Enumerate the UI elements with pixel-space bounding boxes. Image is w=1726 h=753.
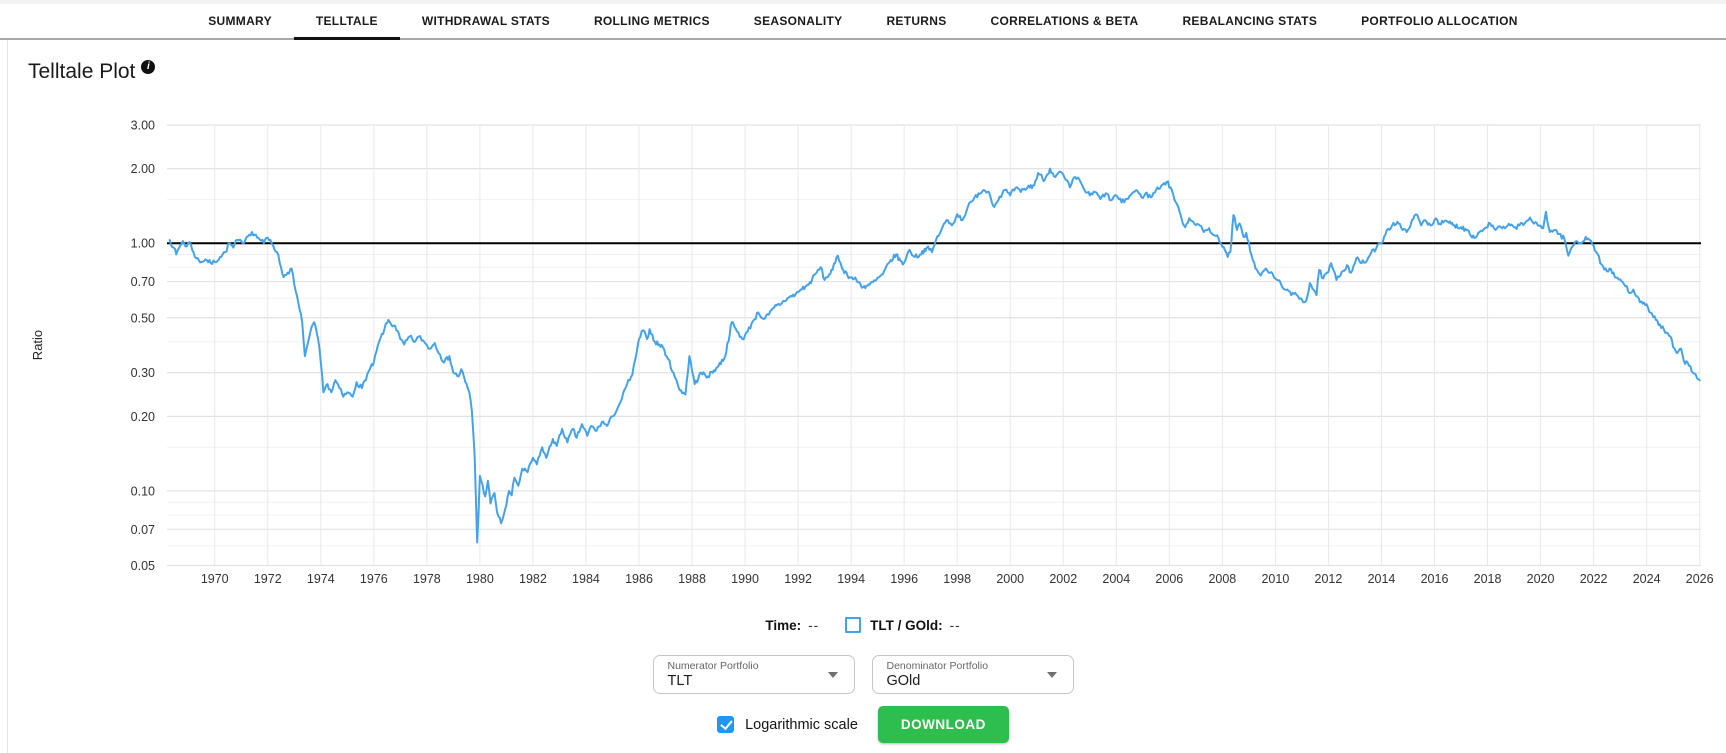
svg-text:1974: 1974 [307,572,335,586]
svg-text:1986: 1986 [625,572,653,586]
denominator-portfolio-select[interactable]: Denominator Portfolio GOld [871,655,1074,694]
svg-text:2010: 2010 [1261,572,1289,586]
svg-text:2018: 2018 [1474,572,1502,586]
info-icon[interactable]: i [141,60,156,74]
y-minor-gridlines [167,199,1701,547]
tab-bar: SUMMARY TELLTALE WITHDRAWAL STATS ROLLIN… [0,4,1726,40]
numerator-portfolio-label: Numerator Portfolio [667,660,759,672]
svg-text:1992: 1992 [784,572,812,586]
svg-text:2022: 2022 [1580,572,1608,586]
svg-text:2014: 2014 [1368,572,1396,586]
svg-text:0.70: 0.70 [131,275,155,289]
chart-actions-row: Logarithmic scale DOWNLOAD [0,706,1726,743]
svg-text:1994: 1994 [837,572,865,586]
svg-text:2008: 2008 [1208,572,1236,586]
portfolio-selects-row: Numerator Portfolio TLT Denominator Port… [0,655,1726,694]
tab-withdrawal-stats[interactable]: WITHDRAWAL STATS [421,13,550,28]
series-legend-label: TLT / GOld: [870,617,943,633]
svg-text:1980: 1980 [466,572,494,586]
svg-text:2006: 2006 [1155,572,1183,586]
svg-text:2026: 2026 [1686,572,1714,586]
svg-text:0.10: 0.10 [131,484,155,498]
page-title-text: Telltale Plot [28,60,136,83]
logarithmic-scale-checkbox[interactable] [717,716,735,733]
svg-text:0.20: 0.20 [131,410,155,424]
numerator-portfolio-value: TLT [667,673,693,689]
svg-text:1978: 1978 [413,572,441,586]
tab-portfolio-allocation[interactable]: PORTFOLIO ALLOCATION [1361,13,1518,28]
tab-rebalancing-stats[interactable]: REBALANCING STATS [1182,13,1318,28]
y-axis-title: Ratio [30,330,45,360]
svg-text:1990: 1990 [731,572,759,586]
tab-telltale[interactable]: TELLTALE [293,4,400,40]
y-major-gridlines [167,124,1701,567]
tab-returns[interactable]: RETURNS [886,13,947,28]
x-gridlines [214,125,1701,566]
svg-text:0.05: 0.05 [131,559,155,573]
svg-text:1976: 1976 [360,572,388,586]
svg-text:1984: 1984 [572,572,600,586]
svg-text:Ratio: Ratio [30,330,45,360]
series-legend-value: -- [949,617,961,633]
denominator-portfolio-label: Denominator Portfolio [886,660,989,672]
svg-text:1996: 1996 [890,572,918,586]
browser-top-strip [0,0,1726,4]
svg-text:2004: 2004 [1102,572,1130,586]
chevron-down-icon [827,672,838,678]
svg-text:2000: 2000 [996,572,1024,586]
svg-text:2012: 2012 [1315,572,1343,586]
svg-text:1988: 1988 [678,572,706,586]
svg-text:2020: 2020 [1527,572,1555,586]
svg-text:1982: 1982 [519,572,547,586]
svg-text:2016: 2016 [1421,572,1449,586]
telltale-chart[interactable]: 3.00 2.00 1.00 0.70 0.50 0.30 0.20 0.10 0.07 0.05… [0,0,1726,600]
x-axis-tick-labels: 1970 1972 1974 1976 1978 1980 1982 1984 1986 1988… [201,572,1714,586]
tab-summary[interactable]: SUMMARY [208,13,272,28]
chart-legend: Time: -- TLT / GOld: -- [0,613,1726,637]
svg-text:0.30: 0.30 [131,366,155,380]
logarithmic-scale-label: Logarithmic scale [745,716,858,733]
y-axis-tick-labels: 3.00 2.00 1.00 0.70 0.50 0.30 0.20 0.10 0.07 0.05 [131,119,155,574]
svg-text:2.00: 2.00 [131,162,155,176]
tab-rolling-metrics[interactable]: ROLLING METRICS [593,13,710,28]
time-value: -- [808,617,820,633]
page-title: Telltale Plot i [28,60,156,84]
svg-text:1.00: 1.00 [131,237,155,251]
svg-text:3.00: 3.00 [131,119,155,133]
denominator-portfolio-value: GOld [886,673,921,689]
chevron-down-icon [1046,672,1057,678]
tab-correlations-beta[interactable]: CORRELATIONS & BETA [990,13,1139,28]
svg-text:2024: 2024 [1633,572,1661,586]
svg-text:0.50: 0.50 [131,311,155,325]
numerator-portfolio-select[interactable]: Numerator Portfolio TLT [652,655,855,694]
page-left-divider [7,40,8,753]
download-button[interactable]: DOWNLOAD [877,706,1009,743]
svg-text:1972: 1972 [254,572,282,586]
svg-text:0.07: 0.07 [131,523,155,537]
svg-text:2002: 2002 [1049,572,1077,586]
tab-seasonality[interactable]: SEASONALITY [753,13,843,28]
svg-text:1998: 1998 [943,572,971,586]
series-line[interactable] [168,167,1701,544]
series-legend-swatch[interactable] [845,617,862,633]
time-label: Time: [765,617,802,633]
svg-text:1970: 1970 [201,572,229,586]
